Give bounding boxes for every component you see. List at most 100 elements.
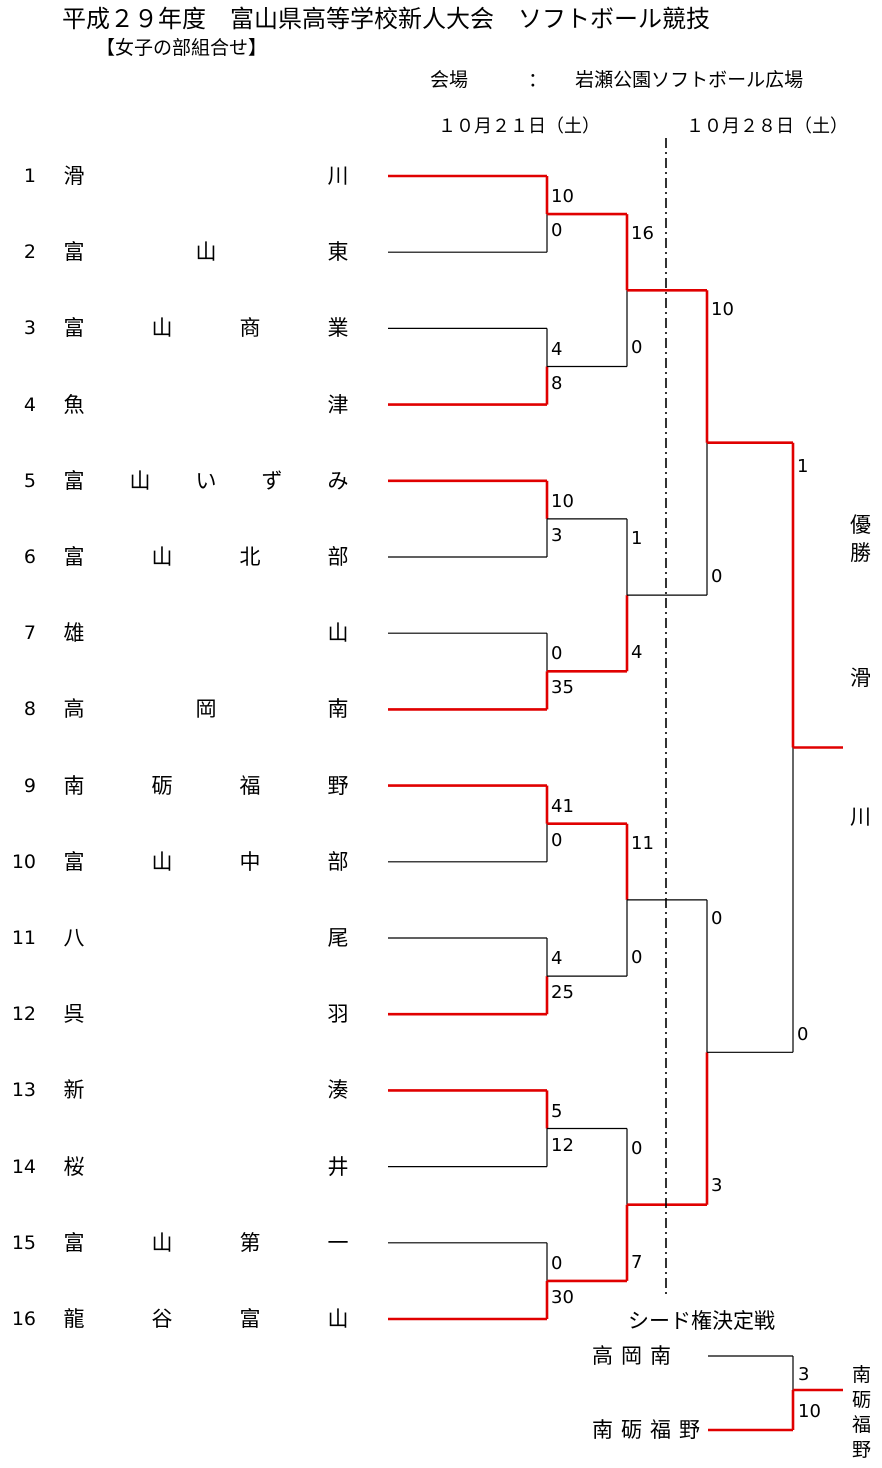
score-label: 11 <box>631 832 654 854</box>
team-name-char: 富 <box>63 545 85 569</box>
page-title: 平成２９年度 富山県高等学校新人大会 ソフトボール競技 <box>62 5 710 33</box>
score-label: 16 <box>631 223 654 245</box>
team-name-char: 南 <box>63 773 85 798</box>
champion-team-2: 川 <box>850 805 871 829</box>
team-number: 10 <box>11 850 36 873</box>
team-name-char: 北 <box>239 545 261 569</box>
team-name-char: 商 <box>239 316 261 341</box>
team-number: 12 <box>11 1003 36 1026</box>
score-label: 0 <box>631 946 643 968</box>
score-label: 0 <box>551 1252 563 1274</box>
score-label: 8 <box>551 372 563 394</box>
score-label: 12 <box>551 1134 574 1156</box>
team-number: 7 <box>23 622 36 645</box>
team-name-char: 山 <box>151 545 173 569</box>
score-label: 10 <box>711 298 734 320</box>
seed-score-b: 10 <box>798 1401 821 1422</box>
team-number: 1 <box>23 165 36 187</box>
team-name-char: 富 <box>63 849 85 874</box>
score-label: 3 <box>551 524 563 546</box>
team-name-char: 山 <box>129 468 151 493</box>
team-number: 14 <box>11 1155 36 1178</box>
team-name-char: 羽 <box>327 1002 349 1027</box>
venue-colon: ： <box>528 69 548 91</box>
score-label: 4 <box>631 642 643 664</box>
seed-match-title: シード権決定戦 <box>628 1309 775 1333</box>
venue-name: 岩瀬公園ソフトボール広場 <box>575 69 804 91</box>
team-name-char: 呉 <box>63 1002 85 1027</box>
team-name-char: 新 <box>63 1078 85 1103</box>
team-number: 13 <box>11 1079 36 1102</box>
team-number: 2 <box>23 241 36 264</box>
team-name-char: 富 <box>239 1307 261 1331</box>
team-name-char: 山 <box>151 316 173 341</box>
team-number: 3 <box>23 317 36 340</box>
team-name-char: 一 <box>327 1230 349 1255</box>
team-name-char: い <box>195 468 217 493</box>
team-name-char: 雄 <box>63 621 85 646</box>
team-name-char: 富 <box>63 316 85 341</box>
score-label: 0 <box>551 220 563 242</box>
team-number: 15 <box>11 1231 36 1254</box>
score-label: 30 <box>551 1286 574 1308</box>
team-name-char: 業 <box>327 316 349 341</box>
champion-label-1: 優 <box>850 513 871 537</box>
score-label: 4 <box>551 338 563 360</box>
score-label: 1 <box>797 455 809 477</box>
team-name-char: 山 <box>151 849 173 874</box>
team-name-char: 尾 <box>327 926 349 950</box>
team-name-char: 野 <box>327 773 349 798</box>
team-name-char: 湊 <box>327 1078 349 1103</box>
venue: 会場 ： 岩瀬公園ソフトボール広場 <box>430 68 803 92</box>
team-number: 16 <box>11 1308 36 1330</box>
champion-team-1: 滑 <box>850 666 871 690</box>
score-label: 0 <box>551 829 563 851</box>
team-name-char: 井 <box>327 1154 349 1179</box>
score-label: 0 <box>551 643 563 665</box>
seed-winner-3: 福 <box>852 1414 872 1436</box>
team-name-char: 魚 <box>63 392 85 417</box>
seed-team-a: 高岡南 <box>592 1344 679 1368</box>
team-name-char: 福 <box>239 773 261 798</box>
score-label: 41 <box>551 795 574 817</box>
team-number: 5 <box>23 469 36 492</box>
team-name-char: 第 <box>239 1230 261 1255</box>
team-number: 4 <box>23 393 36 416</box>
team-name-char: 山 <box>195 240 217 265</box>
team-name-char: 谷 <box>151 1307 173 1331</box>
team-name-char: 富 <box>63 468 85 493</box>
team-name-char: 富 <box>63 1230 85 1255</box>
team-name-char: 部 <box>327 545 349 569</box>
team-number: 8 <box>23 698 36 721</box>
score-label: 10 <box>551 186 574 208</box>
score-label: 25 <box>551 982 574 1004</box>
score-label: 7 <box>631 1251 643 1273</box>
date-day2: １０月２８日（土） <box>686 116 848 137</box>
team-number: 9 <box>23 774 36 797</box>
team-name-char: 滑 <box>63 164 85 188</box>
seed-winner-4: 野 <box>852 1439 872 1461</box>
team-name-char: 八 <box>63 926 85 950</box>
team-name-char: 砺 <box>151 773 173 798</box>
venue-label: 会場 <box>430 69 469 91</box>
team-number: 11 <box>11 927 36 949</box>
score-label: 35 <box>551 677 574 699</box>
team-name-char: 南 <box>327 697 349 722</box>
team-name-char: 川 <box>327 164 349 188</box>
team-name-char: 東 <box>327 240 349 265</box>
team-name-char: ず <box>261 468 283 493</box>
score-label: 0 <box>631 1137 643 1159</box>
score-label: 10 <box>551 490 574 512</box>
team-name-char: 桜 <box>63 1154 85 1179</box>
team-number: 6 <box>23 546 36 568</box>
team-name-char: 高 <box>63 697 85 722</box>
date-day1: １０月２１日（土） <box>438 116 600 137</box>
team-name-char: 山 <box>327 621 349 646</box>
team-name-char: み <box>327 468 349 493</box>
score-label: 3 <box>711 1175 723 1197</box>
team-name-char: 山 <box>327 1307 349 1331</box>
seed-winner-1: 南 <box>852 1364 872 1386</box>
champion-label-2: 勝 <box>850 541 871 565</box>
team-name-char: 津 <box>327 392 349 417</box>
